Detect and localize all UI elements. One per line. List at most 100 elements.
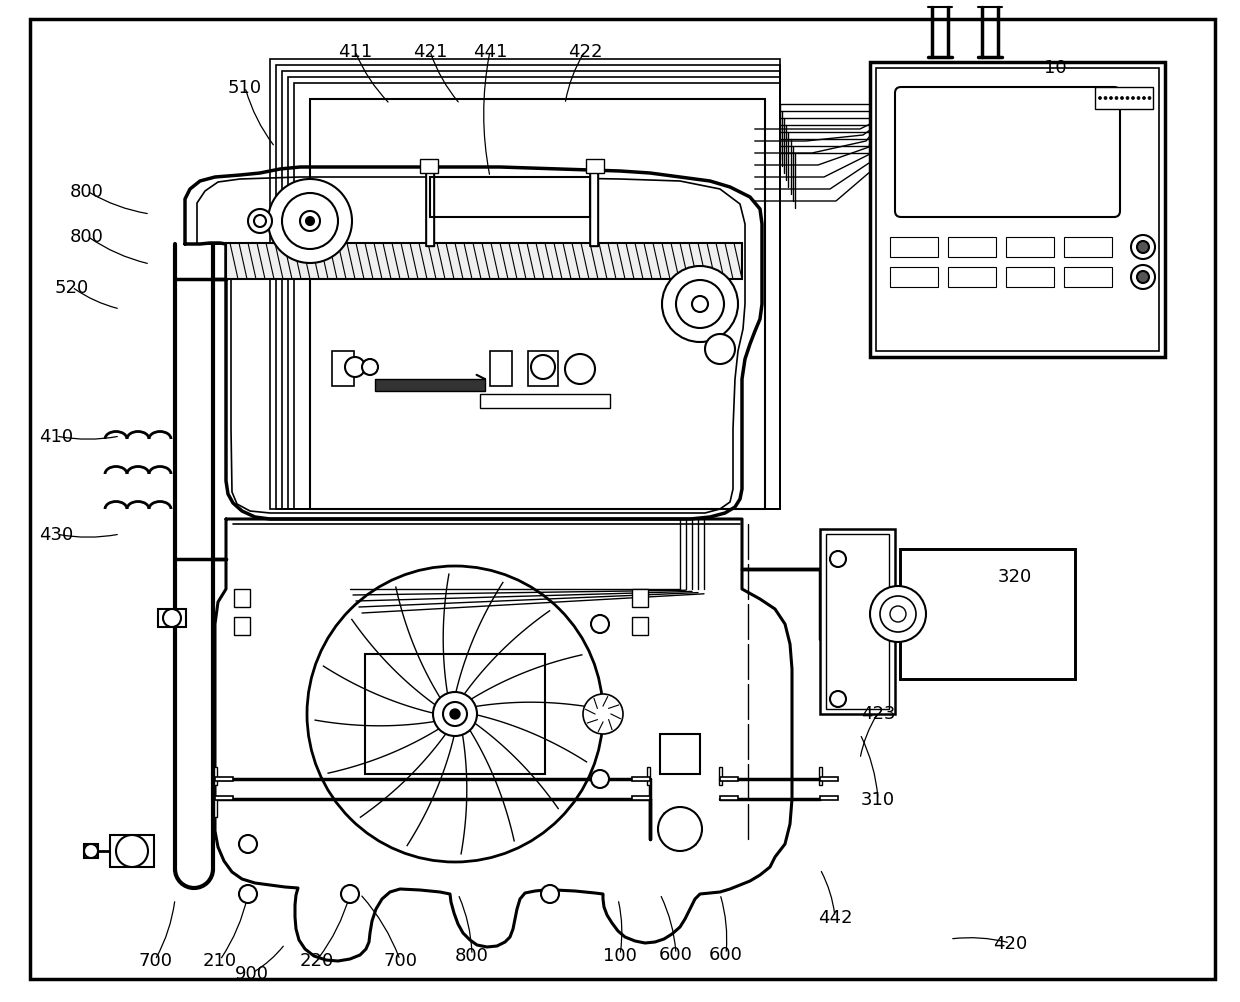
Circle shape: [890, 606, 906, 622]
Circle shape: [1142, 97, 1146, 100]
Text: 422: 422: [568, 43, 603, 61]
Circle shape: [591, 771, 609, 789]
Bar: [590, 165, 598, 246]
Circle shape: [1110, 97, 1112, 100]
Bar: [875, 69, 1159, 352]
Bar: [288, 78, 780, 509]
Bar: [590, 165, 598, 246]
Bar: [427, 165, 434, 246]
Bar: [215, 768, 217, 786]
Circle shape: [531, 356, 556, 380]
Circle shape: [239, 885, 257, 903]
Circle shape: [870, 586, 926, 642]
Bar: [226, 243, 742, 280]
Bar: [277, 66, 780, 509]
Bar: [870, 63, 1166, 358]
Text: 421: 421: [413, 43, 448, 61]
Text: 310: 310: [861, 791, 895, 809]
Circle shape: [830, 691, 846, 707]
Circle shape: [1137, 97, 1140, 100]
Circle shape: [239, 835, 257, 853]
Bar: [84, 844, 98, 858]
Text: 210: 210: [203, 951, 237, 969]
Bar: [374, 380, 485, 392]
Text: 900: 900: [236, 964, 269, 982]
Text: 420: 420: [993, 934, 1027, 952]
Bar: [215, 797, 233, 801]
Bar: [1064, 237, 1112, 258]
Bar: [719, 768, 722, 786]
Bar: [720, 778, 738, 782]
Circle shape: [1115, 97, 1118, 100]
Bar: [294, 84, 780, 509]
Text: 10: 10: [1044, 59, 1066, 77]
Circle shape: [345, 358, 365, 378]
Circle shape: [341, 885, 360, 903]
Circle shape: [433, 692, 477, 736]
Circle shape: [676, 281, 724, 329]
Bar: [420, 160, 438, 173]
Bar: [430, 177, 590, 217]
Text: 220: 220: [300, 951, 334, 969]
Circle shape: [281, 193, 339, 249]
Bar: [900, 549, 1075, 679]
Circle shape: [1131, 235, 1154, 260]
Circle shape: [308, 566, 603, 862]
Bar: [310, 100, 765, 509]
Circle shape: [162, 609, 181, 627]
Text: 510: 510: [228, 79, 262, 97]
Bar: [632, 797, 650, 801]
Circle shape: [692, 297, 708, 313]
Bar: [632, 589, 649, 607]
Text: 441: 441: [472, 43, 507, 61]
Circle shape: [1137, 272, 1149, 284]
Bar: [490, 352, 512, 387]
Bar: [949, 237, 996, 258]
Bar: [660, 734, 701, 775]
Bar: [234, 617, 250, 635]
Bar: [647, 768, 650, 786]
Text: 410: 410: [38, 428, 73, 446]
Text: 600: 600: [709, 945, 743, 963]
Bar: [820, 529, 895, 714]
Circle shape: [450, 709, 460, 719]
Circle shape: [84, 844, 98, 858]
Text: 800: 800: [71, 182, 104, 200]
Bar: [430, 177, 590, 217]
Circle shape: [254, 215, 267, 227]
Circle shape: [306, 217, 314, 225]
Bar: [1006, 237, 1054, 258]
Text: 411: 411: [337, 43, 372, 61]
Bar: [215, 800, 217, 818]
Bar: [890, 237, 937, 258]
Text: 700: 700: [138, 951, 172, 969]
Circle shape: [1126, 97, 1128, 100]
Bar: [1095, 88, 1153, 110]
Text: 700: 700: [383, 951, 417, 969]
Bar: [900, 549, 1075, 679]
Circle shape: [662, 267, 738, 343]
Bar: [365, 654, 546, 775]
Circle shape: [443, 702, 467, 726]
Bar: [818, 768, 822, 786]
Circle shape: [583, 694, 622, 734]
Bar: [632, 617, 649, 635]
Bar: [215, 778, 233, 782]
Bar: [632, 778, 650, 782]
Circle shape: [300, 211, 320, 231]
Circle shape: [658, 808, 702, 851]
Circle shape: [1099, 97, 1101, 100]
Text: 442: 442: [817, 908, 852, 926]
Bar: [427, 165, 434, 246]
Circle shape: [362, 360, 378, 376]
Text: 100: 100: [603, 946, 637, 964]
Bar: [480, 395, 610, 409]
Bar: [281, 72, 780, 509]
Bar: [234, 589, 250, 607]
Bar: [820, 778, 838, 782]
Circle shape: [248, 209, 272, 233]
Text: 800: 800: [71, 227, 104, 245]
Text: 600: 600: [660, 945, 693, 963]
Bar: [157, 609, 186, 627]
Text: 520: 520: [55, 279, 89, 297]
